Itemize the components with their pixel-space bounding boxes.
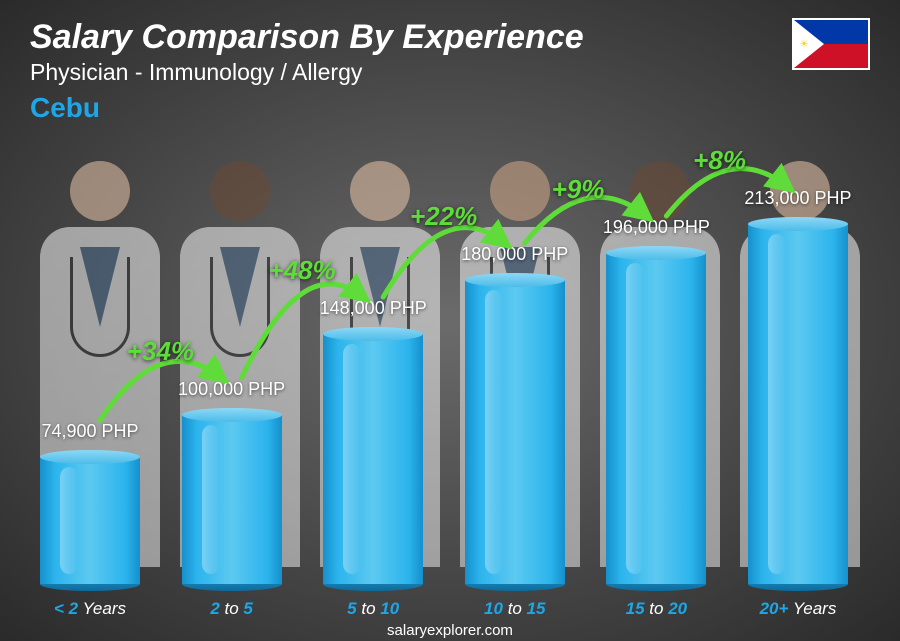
- bar: [606, 246, 706, 591]
- increase-label: +22%: [410, 201, 477, 232]
- bar: [748, 217, 848, 591]
- bar-group: 148,000 PHP: [313, 298, 433, 591]
- bar-value-label: 213,000 PHP: [744, 188, 851, 209]
- bar-value-label: 148,000 PHP: [320, 298, 427, 319]
- chart-area: 74,900 PHP 100,000 PHP 148,000 PHP 180,000 …: [30, 140, 858, 591]
- bar-group: 100,000 PHP: [172, 379, 292, 591]
- xaxis-label: 20+ Years: [738, 599, 858, 619]
- bar: [465, 273, 565, 591]
- bar: [182, 408, 282, 591]
- bar: [323, 327, 423, 591]
- bar-group: 180,000 PHP: [455, 244, 575, 591]
- xaxis-label: < 2 Years: [30, 599, 150, 619]
- xaxis: < 2 Years 2 to 5 5 to 10 10 to 15 15 to 20 20…: [30, 599, 858, 619]
- xaxis-label: 5 to 10: [313, 599, 433, 619]
- chart-location: Cebu: [30, 92, 870, 124]
- increase-label: +48%: [268, 255, 335, 286]
- bar-group: 213,000 PHP: [738, 188, 858, 591]
- xaxis-label: 2 to 5: [172, 599, 292, 619]
- bar-value-label: 180,000 PHP: [461, 244, 568, 265]
- flag-philippines-icon: ☀: [792, 18, 870, 70]
- bar-group: 74,900 PHP: [30, 421, 150, 591]
- increase-label: +8%: [693, 145, 746, 176]
- xaxis-label: 15 to 20: [596, 599, 716, 619]
- increase-label: +9%: [552, 174, 605, 205]
- chart-title: Salary Comparison By Experience: [30, 18, 870, 57]
- bar-group: 196,000 PHP: [596, 217, 716, 591]
- bar: [40, 450, 140, 591]
- footer-attribution: salaryexplorer.com: [0, 622, 900, 639]
- bar-value-label: 74,900 PHP: [41, 421, 138, 442]
- chart-subtitle: Physician - Immunology / Allergy: [30, 59, 870, 86]
- bar-value-label: 100,000 PHP: [178, 379, 285, 400]
- xaxis-label: 10 to 15: [455, 599, 575, 619]
- bar-value-label: 196,000 PHP: [603, 217, 710, 238]
- increase-label: +34%: [127, 336, 194, 367]
